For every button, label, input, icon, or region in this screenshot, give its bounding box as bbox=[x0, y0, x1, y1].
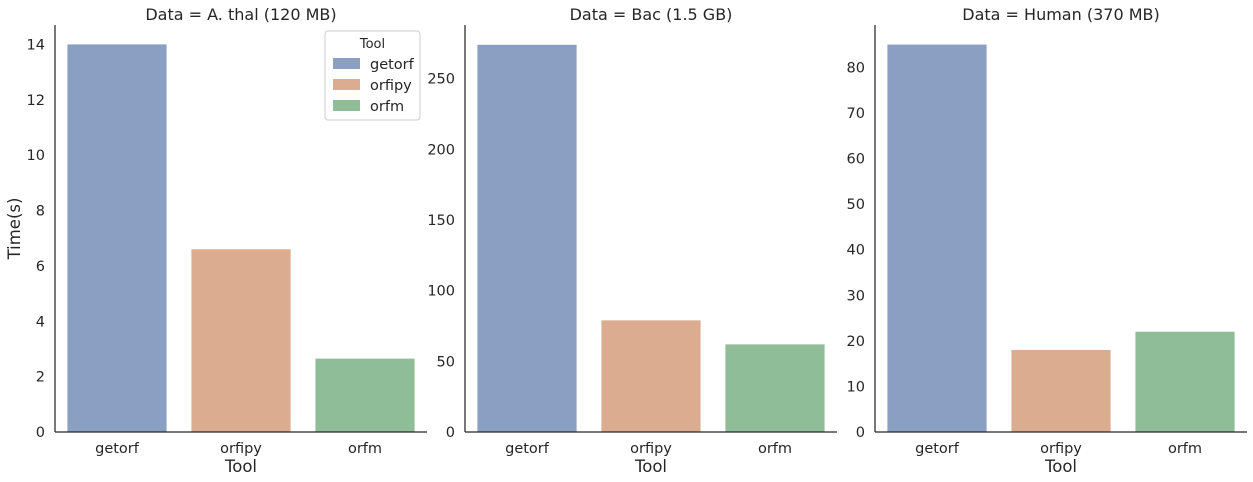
y-tick-label-panel-1: 10 bbox=[27, 148, 45, 164]
x-tick-label-panel-3: orfipy bbox=[1040, 441, 1082, 457]
panel-title-2: Data = Bac (1.5 GB) bbox=[570, 5, 733, 24]
y-tick-label-panel-3: 30 bbox=[847, 288, 865, 304]
legend-swatch-orfm bbox=[333, 100, 360, 111]
y-tick-label-panel-2: 100 bbox=[427, 284, 455, 300]
y-tick-label-panel-1: 12 bbox=[27, 93, 45, 109]
y-tick-label-panel-2: 50 bbox=[437, 354, 455, 370]
y-tick-label-panel-3: 70 bbox=[847, 106, 865, 122]
y-tick-label-panel-1: 6 bbox=[36, 259, 45, 275]
y-tick-label-panel-2: 200 bbox=[427, 142, 455, 158]
bar-orfipy-panel-3 bbox=[1011, 349, 1111, 432]
legend-label-orfipy: orfipy bbox=[370, 78, 412, 94]
panel-title-3: Data = Human (370 MB) bbox=[962, 5, 1159, 24]
x-tick-label-panel-2: getorf bbox=[505, 441, 550, 457]
panel-title-1: Data = A. thal (120 MB) bbox=[145, 5, 336, 24]
x-tick-label-panel-3: orfm bbox=[1168, 441, 1202, 457]
y-tick-label-panel-3: 0 bbox=[856, 425, 865, 441]
x-axis-label-panel-1: Tool bbox=[224, 457, 257, 476]
y-tick-label-panel-2: 150 bbox=[427, 213, 455, 229]
x-tick-label-panel-1: orfm bbox=[348, 441, 382, 457]
x-axis-label-panel-3: Tool bbox=[1044, 457, 1077, 476]
y-tick-label-panel-3: 10 bbox=[847, 379, 865, 395]
y-tick-label-panel-3: 40 bbox=[847, 243, 865, 259]
x-tick-label-panel-2: orfipy bbox=[630, 441, 672, 457]
legend-swatch-getorf bbox=[333, 58, 360, 69]
bar-orfipy-panel-1 bbox=[191, 249, 291, 432]
legend-title: Tool bbox=[359, 37, 385, 52]
bar-orfm-panel-2 bbox=[725, 344, 825, 432]
bar-orfipy-panel-2 bbox=[601, 320, 701, 432]
y-tick-label-panel-1: 2 bbox=[36, 370, 45, 386]
bar-getorf-panel-3 bbox=[887, 44, 987, 432]
y-tick-label-panel-1: 14 bbox=[27, 37, 45, 53]
y-tick-label-panel-3: 20 bbox=[847, 334, 865, 350]
legend-box bbox=[324, 30, 421, 121]
bar-orfm-panel-3 bbox=[1135, 331, 1235, 432]
bar-orfm-panel-1 bbox=[315, 358, 415, 432]
y-axis-label: Time(s) bbox=[5, 198, 24, 261]
bar-getorf-panel-1 bbox=[67, 44, 167, 432]
x-tick-label-panel-2: orfm bbox=[758, 441, 792, 457]
bar-getorf-panel-2 bbox=[477, 44, 577, 432]
y-tick-label-panel-2: 250 bbox=[427, 72, 455, 88]
y-tick-label-panel-2: 0 bbox=[446, 425, 455, 441]
y-tick-label-panel-1: 4 bbox=[36, 314, 45, 330]
x-tick-label-panel-1: getorf bbox=[95, 441, 140, 457]
legend-swatch-orfipy bbox=[333, 79, 360, 90]
y-tick-label-panel-3: 60 bbox=[847, 152, 865, 168]
x-tick-label-panel-1: orfipy bbox=[220, 441, 262, 457]
legend-label-orfm: orfm bbox=[370, 99, 404, 115]
x-tick-label-panel-3: getorf bbox=[915, 441, 960, 457]
x-axis-label-panel-2: Tool bbox=[634, 457, 667, 476]
y-tick-label-panel-3: 50 bbox=[847, 197, 865, 213]
y-tick-label-panel-1: 8 bbox=[36, 204, 45, 220]
y-tick-label-panel-1: 0 bbox=[36, 425, 45, 441]
legend-label-getorf: getorf bbox=[370, 57, 415, 73]
y-tick-label-panel-3: 80 bbox=[847, 60, 865, 76]
